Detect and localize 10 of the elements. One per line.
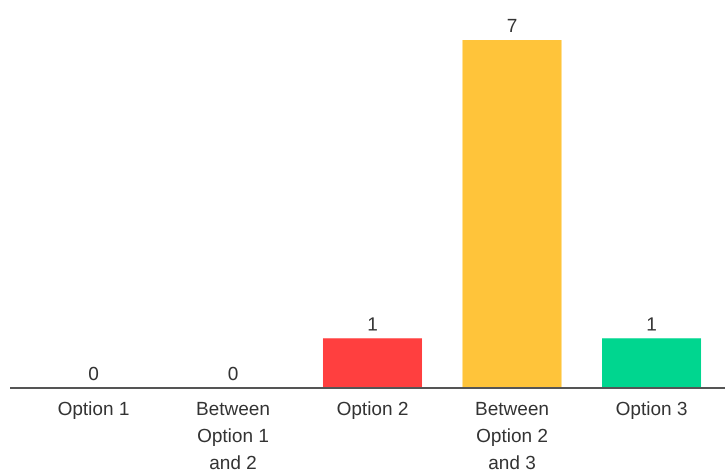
x-tick-label: Option 3 (616, 399, 688, 420)
data-label: 1 (646, 314, 657, 336)
data-label: 0 (228, 364, 238, 385)
data-label: 1 (367, 314, 378, 336)
x-tick-label: Option 1 (58, 399, 130, 420)
data-label: 0 (88, 364, 99, 385)
data-label: 7 (506, 16, 518, 37)
x-tick-label: Between Option 2 and 3 (475, 399, 549, 473)
x-tick-label: Option 2 (336, 399, 408, 420)
x-tick-label: Between Option 1 and 2 (196, 399, 270, 473)
